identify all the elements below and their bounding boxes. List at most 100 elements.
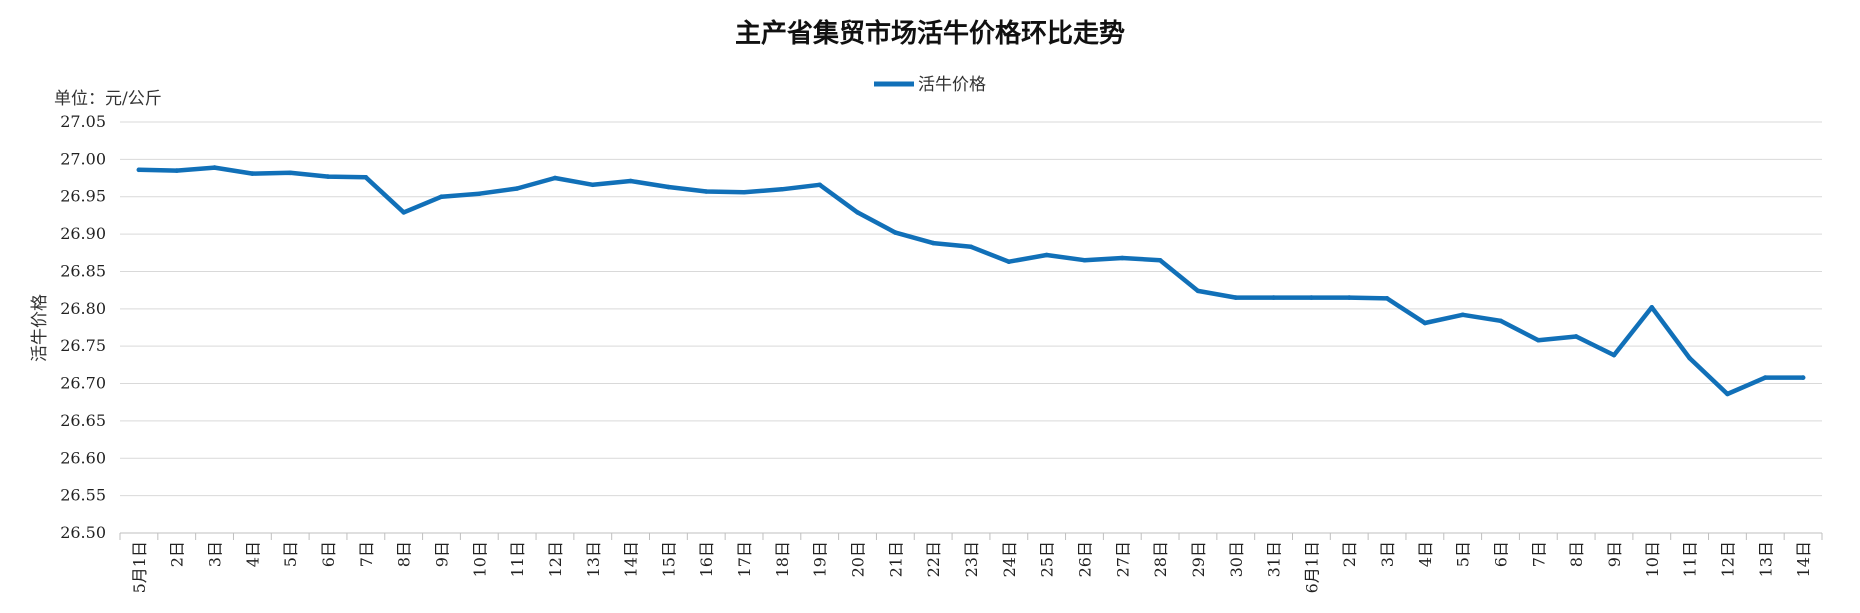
x-tick-label: 2日: [1340, 541, 1359, 567]
x-tick-label: 18日: [773, 541, 792, 577]
x-tick-label: 9日: [1605, 541, 1624, 567]
x-tick-label: 3日: [1378, 541, 1397, 567]
data-point: [1384, 296, 1390, 301]
data-point: [1498, 318, 1503, 324]
data-point: [1725, 391, 1730, 397]
data-point: [1573, 334, 1579, 339]
x-tick-label: 2日: [168, 541, 187, 567]
data-point: [628, 178, 633, 184]
data-point: [893, 230, 898, 235]
x-tick-label: 6日: [1492, 541, 1511, 567]
data-point: [1082, 257, 1087, 263]
x-tick-label: 3日: [206, 541, 225, 567]
x-tick-label: 11日: [1681, 541, 1700, 577]
x-tick-label: 28日: [1151, 541, 1170, 577]
y-tick-label: 26.95: [60, 187, 106, 206]
data-point: [703, 189, 709, 194]
x-tick-label: 14日: [1794, 541, 1813, 577]
data-point: [1346, 295, 1352, 300]
y-tick-label: 26.65: [60, 411, 106, 430]
legend: 活牛价格: [874, 75, 986, 95]
x-tick-label: 31日: [1265, 541, 1284, 577]
data-point: [930, 240, 936, 246]
data-point: [1044, 252, 1049, 258]
x-tick-label: 5日: [281, 541, 300, 567]
data-point: [590, 182, 596, 188]
data-point: [968, 244, 974, 250]
x-tick-label: 12日: [1718, 541, 1737, 577]
y-tick-label: 26.85: [60, 261, 106, 280]
x-tick-label: 7日: [357, 541, 376, 567]
data-point: [741, 189, 747, 195]
data-point: [1157, 257, 1163, 263]
x-tick-label: 8日: [1567, 541, 1586, 567]
x-tick-label: 23日: [962, 541, 981, 577]
x-tick-label: 29日: [1189, 541, 1208, 577]
x-tick-label: 7日: [1529, 541, 1548, 567]
x-tick-label: 25日: [1038, 541, 1057, 577]
y-tick-label: 26.60: [60, 448, 106, 467]
x-tick-label: 17日: [735, 541, 754, 577]
data-point: [287, 170, 293, 176]
y-tick-label: 26.75: [60, 336, 106, 355]
y-axis-ticks: 26.50 26.55 26.60 26.65 26.70 26.75 26.80 26.85…: [60, 112, 106, 542]
x-tick-label: 14日: [622, 541, 641, 577]
data-point: [817, 182, 823, 188]
data-point: [1536, 337, 1541, 343]
data-point: [552, 175, 558, 181]
y-tick-label: 27.05: [60, 112, 106, 131]
x-tick-label: 4日: [1416, 541, 1435, 567]
x-tick-label: 6日: [319, 541, 338, 567]
x-tick-label: 9日: [432, 541, 451, 567]
data-point: [1119, 255, 1125, 261]
y-tick-label: 26.55: [60, 486, 106, 505]
x-tick-label: 13日: [1756, 541, 1775, 577]
data-point: [363, 174, 369, 180]
data-point: [1611, 352, 1617, 358]
x-tick-label: 13日: [584, 541, 603, 577]
unit-label: 单位：元/公斤: [54, 89, 162, 109]
data-point: [1271, 295, 1276, 300]
gridlines: [120, 121, 1822, 497]
x-tick-label: 6月1日: [1302, 541, 1321, 593]
chart-title: 主产省集贸市场活牛价格环比走势: [735, 18, 1125, 49]
x-tick-label: 10日: [470, 541, 489, 577]
data-point: [174, 168, 180, 173]
x-tick-label: 21日: [886, 541, 905, 577]
series-layer: [136, 165, 1806, 397]
series-line-huoniu: [136, 165, 1806, 397]
data-point: [1195, 288, 1201, 294]
data-point: [401, 210, 406, 215]
x-tick-label: 5月1日: [130, 541, 149, 593]
x-tick-label: 12日: [546, 541, 565, 577]
data-point: [1006, 259, 1012, 265]
data-point: [1309, 295, 1314, 300]
y-tick-label: 26.90: [60, 224, 106, 243]
x-tick-label: 4日: [243, 541, 262, 567]
data-point: [1422, 320, 1428, 326]
y-axis-label: 活牛价格: [30, 294, 50, 362]
x-tick-label: 5日: [1454, 541, 1473, 567]
x-tick-label: 22日: [924, 541, 943, 577]
x-tick-label: 26日: [1075, 541, 1094, 577]
data-point: [779, 186, 785, 192]
data-point: [1762, 375, 1768, 380]
data-point: [1649, 305, 1655, 310]
data-point: [666, 184, 671, 190]
data-point: [1687, 355, 1692, 361]
x-tick-label: 11日: [508, 541, 527, 577]
data-point: [136, 167, 142, 173]
legend-label: 活牛价格: [918, 75, 986, 95]
y-tick-label: 27.00: [60, 149, 106, 168]
y-tick-label: 26.50: [60, 523, 106, 542]
x-tick-label: 30日: [1227, 541, 1246, 577]
data-point: [1233, 295, 1239, 300]
x-tick-label: 8日: [395, 541, 414, 567]
data-point: [477, 191, 482, 197]
data-point: [439, 194, 444, 200]
y-tick-label: 26.70: [60, 374, 106, 393]
data-point: [212, 165, 217, 170]
x-tick-label: 15日: [659, 541, 678, 577]
data-point: [325, 174, 331, 179]
